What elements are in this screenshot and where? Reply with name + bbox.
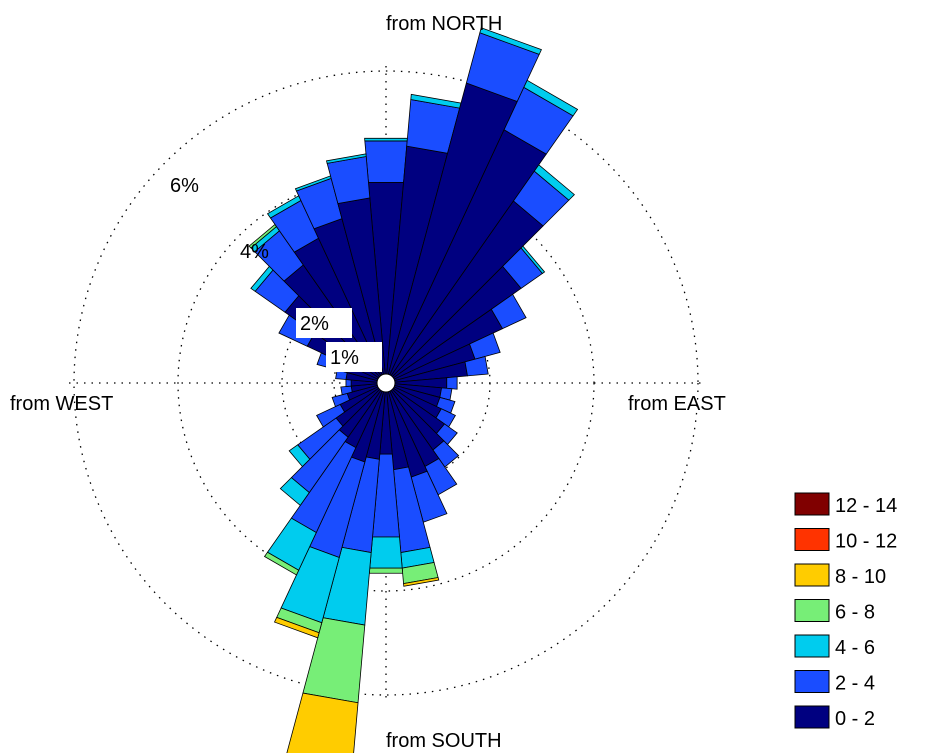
legend-swatch xyxy=(794,492,830,516)
legend-swatch xyxy=(794,528,830,551)
label-east: from EAST xyxy=(628,393,726,415)
label-south: from SOUTH xyxy=(386,730,502,752)
sector-10 xyxy=(386,93,462,375)
sector-230 xyxy=(288,387,381,468)
sector-180-bin-3 xyxy=(368,567,404,574)
ring-label-2: 2% xyxy=(300,313,329,335)
label-north: from NORTH xyxy=(386,13,502,35)
legend-label: 8 - 10 xyxy=(835,566,886,588)
sector-250 xyxy=(331,384,379,408)
ring-labels: 1%2% 4% 6% xyxy=(170,175,382,372)
sector-270-bin-1 xyxy=(345,379,352,387)
grid-ring xyxy=(73,70,699,696)
sector-190 xyxy=(286,391,386,753)
label-west: from WEST xyxy=(10,393,113,415)
legend-label: 0 - 2 xyxy=(835,708,875,730)
legend-item: 4 - 6 xyxy=(794,634,875,659)
legend-label: 10 - 12 xyxy=(835,531,897,553)
sector-90-bin-1 xyxy=(446,376,458,390)
sector-350-bin-2 xyxy=(325,153,367,164)
sector-260-bin-1 xyxy=(340,385,353,396)
sector-80-bin-1 xyxy=(464,355,489,377)
sector-330 xyxy=(266,195,383,377)
sector-40 xyxy=(390,164,575,378)
center-hole xyxy=(376,373,396,393)
sector-170-bin-4 xyxy=(403,577,440,587)
sector-230-bin-2 xyxy=(288,444,311,468)
sector-250-bin-1 xyxy=(331,392,351,408)
legend-label: 4 - 6 xyxy=(835,637,875,659)
sector-180-bin-2 xyxy=(369,536,403,569)
direction-labels: from NORTH from EAST from SOUTH from WES… xyxy=(10,13,726,752)
sector-50-bin-2 xyxy=(520,245,546,274)
legend-swatch xyxy=(794,599,830,622)
ring-label-4: 4% xyxy=(240,241,269,263)
ring-label-1: 1% xyxy=(330,347,359,369)
sector-190-bin-4 xyxy=(286,692,359,753)
ring-label-bg xyxy=(296,308,352,338)
sector-40-bin-2 xyxy=(533,164,575,201)
legend-swatch xyxy=(794,634,830,658)
sector-30-bin-2 xyxy=(523,79,579,117)
ring-label-bg xyxy=(326,342,382,372)
sector-210 xyxy=(263,389,383,576)
sector-60-bin-1 xyxy=(490,293,527,330)
wind-sectors xyxy=(248,27,579,753)
legend-item: 6 - 8 xyxy=(794,599,875,624)
sector-220-bin-2 xyxy=(279,477,310,506)
legend-swatch xyxy=(794,705,830,729)
legend-swatch xyxy=(794,563,830,587)
legend-label: 6 - 8 xyxy=(835,602,875,624)
sector-0-bin-2 xyxy=(364,137,408,142)
sector-240-bin-1 xyxy=(316,403,346,428)
sector-220 xyxy=(279,388,382,506)
legend-item: 2 - 4 xyxy=(794,670,875,695)
legend-item: 10 - 12 xyxy=(794,528,897,553)
sector-60 xyxy=(392,293,527,380)
sector-20 xyxy=(387,27,542,376)
ring-label-6: 6% xyxy=(170,175,199,197)
sector-280 xyxy=(335,369,378,383)
speed-legend: 12 - 14 10 - 12 8 - 10 6 - 8 4 - 6 2 - 4 0 - 2 xyxy=(794,492,897,730)
sector-200 xyxy=(273,390,385,639)
sector-200-bin-4 xyxy=(273,616,320,639)
legend-item: 0 - 2 xyxy=(794,705,875,730)
legend-item: 12 - 14 xyxy=(794,492,897,517)
legend-label: 12 - 14 xyxy=(835,495,897,517)
sector-30 xyxy=(389,79,579,377)
legend-swatch xyxy=(794,670,830,693)
sector-210-bin-3 xyxy=(263,551,300,576)
sector-20-bin-2 xyxy=(479,27,542,55)
sector-70-bin-1 xyxy=(469,332,501,360)
legend-label: 2 - 4 xyxy=(835,673,875,695)
legend-item: 8 - 10 xyxy=(794,563,886,588)
sector-180 xyxy=(368,391,404,574)
sector-0-bin-1 xyxy=(364,140,408,183)
